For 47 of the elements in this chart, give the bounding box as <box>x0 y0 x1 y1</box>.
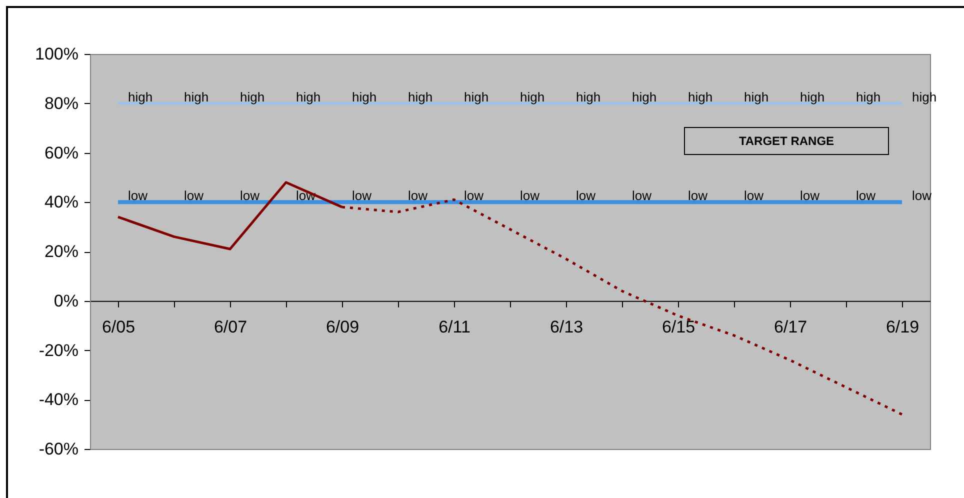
data-label: low <box>800 188 820 204</box>
data-label: low <box>464 188 484 204</box>
data-label: low <box>240 188 260 204</box>
y-tick-label: -60% <box>38 440 78 458</box>
data-label: low <box>688 188 708 204</box>
x-tick-label: 6/15 <box>662 317 696 336</box>
data-label: low <box>352 188 372 204</box>
x-tick-label: 6/09 <box>326 317 360 336</box>
data-label: low <box>128 188 148 204</box>
data-label: high <box>128 89 153 104</box>
data-label: low <box>408 188 428 204</box>
data-label: low <box>184 188 204 204</box>
data-label: low <box>520 188 540 204</box>
x-tick-label: 6/07 <box>214 317 248 336</box>
data-label: high <box>912 89 937 104</box>
data-label: high <box>352 89 377 104</box>
x-tick-label: 6/13 <box>550 317 584 336</box>
data-label: high <box>576 89 601 104</box>
x-tick-label: 6/19 <box>886 317 920 336</box>
y-tick-label: -40% <box>38 390 78 410</box>
data-label: high <box>296 89 321 104</box>
y-tick-label: 0% <box>54 291 78 310</box>
data-label: high <box>632 89 657 104</box>
data-label: high <box>856 89 881 104</box>
y-tick-label: 40% <box>44 192 78 212</box>
data-label: low <box>632 188 652 204</box>
y-tick-label: 20% <box>44 242 78 261</box>
data-label: high <box>800 89 825 104</box>
data-label: high <box>408 89 433 104</box>
data-label: low <box>856 188 876 204</box>
data-label: high <box>688 89 713 104</box>
y-tick-label: 60% <box>44 143 78 162</box>
y-tick-label: -20% <box>38 340 78 360</box>
data-label: high <box>184 89 209 104</box>
data-label: high <box>464 89 489 104</box>
data-label: low <box>744 188 764 204</box>
x-tick-label: 6/17 <box>774 317 808 336</box>
data-label: low <box>576 188 596 204</box>
data-label: high <box>520 89 545 104</box>
annotation: TARGET RANGE <box>684 127 889 155</box>
data-label: low <box>912 188 932 204</box>
data-label: high <box>744 89 769 104</box>
y-tick-label: 100% <box>35 44 78 64</box>
data-label: high <box>240 89 265 104</box>
y-tick-label: 80% <box>44 94 78 113</box>
x-tick-label: 6/11 <box>438 317 470 336</box>
x-tick-label: 6/05 <box>102 317 136 336</box>
